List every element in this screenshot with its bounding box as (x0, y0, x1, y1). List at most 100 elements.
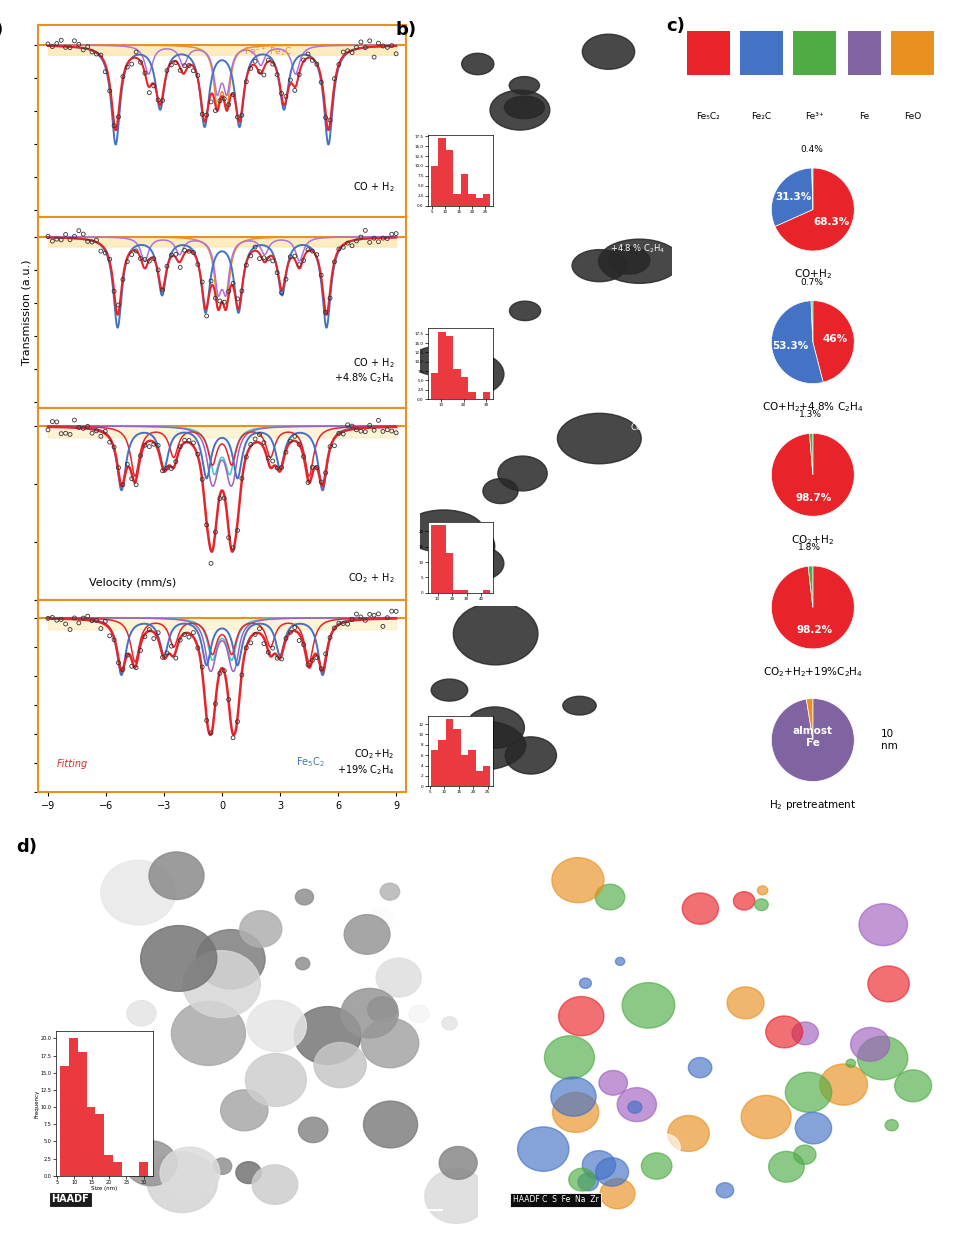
Point (128, 657, 144, 677)
Point (84, 232, 100, 252)
Text: 53.3%: 53.3% (772, 341, 809, 351)
Point (177, 55, 193, 75)
Point (133, 53, 148, 73)
Point (40, 227, 56, 247)
Point (301, 473, 316, 493)
Point (340, 415, 355, 435)
Point (239, 255, 254, 275)
Point (327, 435, 342, 455)
Point (379, 608, 395, 628)
Point (194, 104, 210, 124)
Point (67, 410, 82, 430)
Point (106, 115, 122, 135)
Point (234, 665, 249, 685)
Point (168, 451, 183, 472)
Point (49, 411, 64, 431)
Point (142, 436, 157, 456)
Point (164, 459, 179, 479)
Text: CO + H$_2$: CO + H$_2$ (353, 181, 395, 194)
Point (115, 66, 130, 87)
Circle shape (768, 1151, 804, 1183)
Point (323, 288, 338, 308)
Wedge shape (811, 301, 812, 342)
Point (371, 232, 386, 252)
Point (379, 420, 395, 440)
Point (54, 30, 69, 50)
Point (279, 270, 294, 290)
Point (93, 426, 108, 446)
Point (76, 419, 91, 439)
Point (367, 228, 382, 248)
Point (146, 628, 161, 648)
Text: Fe$^{3+}$ Fe$_2$C: Fe$^{3+}$ Fe$_2$C (244, 44, 292, 58)
Ellipse shape (572, 250, 627, 282)
Point (71, 34, 86, 54)
Circle shape (183, 951, 261, 1017)
Circle shape (424, 1169, 488, 1224)
Point (45, 607, 60, 627)
Point (313, 265, 329, 285)
Point (291, 64, 307, 84)
Circle shape (252, 1165, 298, 1204)
Circle shape (240, 910, 282, 947)
Point (247, 237, 262, 257)
Text: HAADF MAG: 115kx: HAADF MAG: 115kx (513, 1216, 582, 1223)
Point (252, 618, 267, 638)
Point (340, 233, 355, 253)
Text: CO$_2$+H$_2$
+19% C$_2$H$_4$: CO$_2$+H$_2$ +19% C$_2$H$_4$ (337, 747, 395, 776)
Point (349, 38, 364, 58)
Point (199, 515, 215, 535)
Circle shape (344, 914, 390, 954)
Text: 1.3%: 1.3% (799, 410, 822, 419)
Point (357, 421, 373, 441)
Point (186, 60, 201, 80)
Point (287, 80, 303, 100)
Point (181, 430, 196, 450)
Circle shape (213, 1157, 232, 1174)
Point (362, 604, 377, 624)
Point (164, 55, 179, 75)
Circle shape (559, 997, 604, 1036)
Wedge shape (771, 566, 855, 648)
Wedge shape (771, 698, 855, 781)
Text: 20 nm: 20 nm (598, 568, 621, 574)
Point (257, 433, 272, 453)
Point (115, 475, 130, 495)
Point (146, 248, 161, 268)
Ellipse shape (558, 414, 641, 464)
FancyBboxPatch shape (740, 31, 783, 75)
Point (62, 619, 78, 640)
Text: 46%: 46% (823, 335, 848, 345)
Point (379, 38, 395, 58)
Point (80, 606, 95, 626)
Point (371, 33, 386, 53)
Point (190, 255, 205, 275)
Text: Fe$_5$C$_2$: Fe$_5$C$_2$ (296, 755, 325, 769)
Point (313, 472, 329, 492)
Point (265, 54, 281, 74)
Point (376, 36, 391, 56)
Point (89, 611, 104, 631)
Point (168, 245, 183, 265)
Point (181, 55, 196, 75)
Circle shape (615, 957, 625, 966)
Point (137, 250, 152, 270)
Point (257, 65, 272, 85)
Point (287, 246, 303, 266)
Point (76, 224, 91, 245)
Circle shape (820, 1063, 868, 1105)
Point (102, 433, 117, 453)
Point (137, 63, 152, 83)
Point (57, 38, 73, 58)
Point (331, 54, 347, 74)
Point (190, 638, 205, 658)
Point (230, 288, 245, 308)
Text: Fe: Fe (859, 112, 870, 120)
Point (335, 237, 351, 257)
FancyBboxPatch shape (792, 31, 835, 75)
Circle shape (915, 944, 924, 952)
Point (225, 84, 240, 104)
Point (354, 31, 369, 51)
Point (234, 105, 249, 125)
Point (217, 661, 232, 681)
